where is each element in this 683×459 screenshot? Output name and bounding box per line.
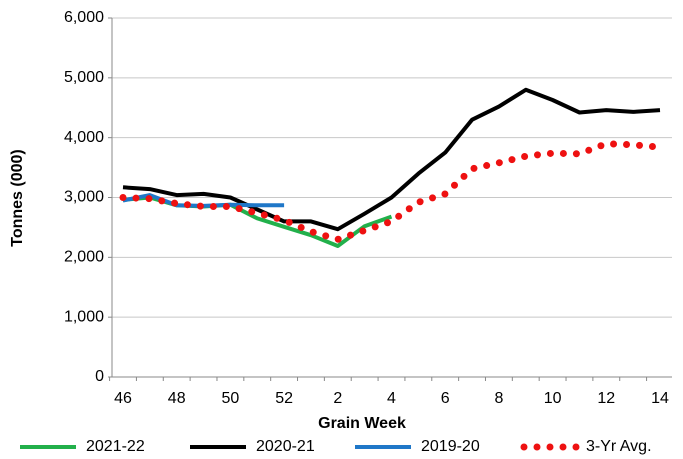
legend-label: 3-Yr Avg. (586, 438, 652, 455)
y-axis-label: Tonnes (000) (9, 149, 26, 247)
x-tick-label: 4 (387, 390, 396, 407)
x-tick-label: 48 (168, 390, 186, 407)
line-series (119, 140, 664, 243)
legend-label: 2020-21 (256, 438, 315, 455)
x-tick-label: 46 (114, 390, 132, 407)
line-series (122, 87, 661, 232)
x-tick-label: 52 (275, 390, 293, 407)
y-tick-label: 1,000 (64, 308, 104, 325)
y-tick-label: 0 (95, 368, 104, 385)
y-tick-label: 5,000 (64, 69, 104, 86)
y-tick-label: 4,000 (64, 129, 104, 146)
x-tick-label: 6 (441, 390, 450, 407)
x-tick-label: 50 (222, 390, 240, 407)
x-tick-label: 8 (494, 390, 503, 407)
x-tick-label: 12 (597, 390, 615, 407)
x-tick-label: 2 (333, 390, 342, 407)
y-tick-label: 2,000 (64, 249, 104, 266)
x-tick-label: 14 (651, 390, 669, 407)
legend-label: 2019-20 (421, 438, 480, 455)
y-tick-label: 3,000 (64, 189, 104, 206)
x-axis-label: Grain Week (318, 415, 406, 432)
x-tick-label: 10 (544, 390, 562, 407)
y-tick-label: 6,000 (64, 9, 104, 26)
legend-label: 2021-22 (86, 438, 145, 455)
